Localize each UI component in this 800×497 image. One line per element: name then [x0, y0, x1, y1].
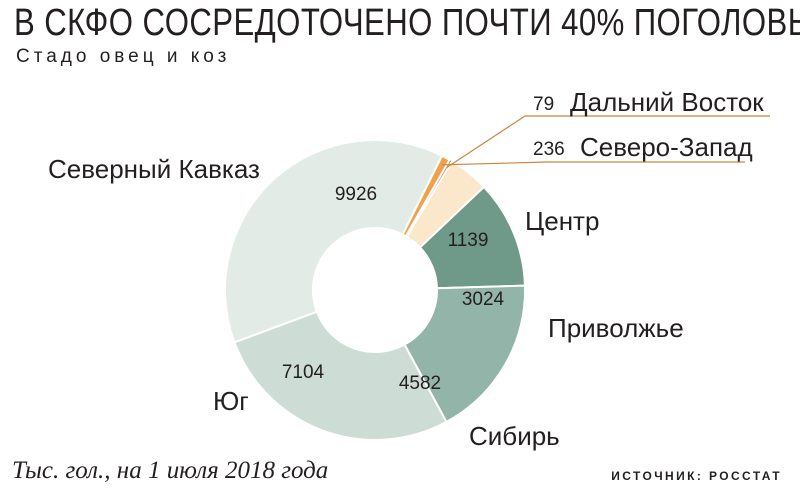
slice-7-leader-line [442, 161, 745, 166]
slice-7-arc [401, 154, 451, 238]
chart-subtitle: Стадо овец и коз [16, 46, 231, 67]
slice-6-category-label: Северный Кавказ [48, 154, 260, 184]
slice-3-value-label: 3024 [462, 289, 505, 310]
leader-lines [442, 115, 770, 168]
slice-4-arc [403, 284, 526, 424]
source-credit: ИСТОЧНИК: РОССТАТ [611, 469, 782, 483]
slice-4-value-label: 4582 [399, 373, 441, 394]
labels-layer: Дальний Восток 79 Центр 1139 Приволжье 3024 Си… [48, 87, 764, 451]
slice-1-category-label: Дальний Восток [570, 87, 764, 117]
slice-3-category-label: Приволжье [548, 313, 684, 343]
slice-5-value-label: 7104 [282, 362, 325, 383]
slice-7-value-label: 236 [533, 139, 565, 160]
slice-6-arc [224, 139, 444, 344]
slice-4-category-label: Сибирь [469, 421, 560, 451]
slice-6-value-label: 9926 [335, 184, 377, 205]
slices-layer [224, 139, 526, 441]
slice-7-category-label: Северо-Запад [580, 132, 753, 162]
slice-1-leader-line [446, 115, 770, 168]
slice-5-arc [233, 310, 448, 441]
slice-5-category-label: Юг [213, 386, 249, 416]
units-footnote: Тыс. гол., на 1 июля 2018 года [12, 457, 329, 484]
slice-1-value-label: 79 [533, 94, 554, 115]
slice-2-category-label: Центр [525, 206, 599, 236]
chart-title: В СКФО СОСРЕДОТОЧЕНО ПОЧТИ 40% ПОГОЛОВЬЯ [14, 2, 800, 44]
slice-2-value-label: 1139 [448, 230, 489, 251]
